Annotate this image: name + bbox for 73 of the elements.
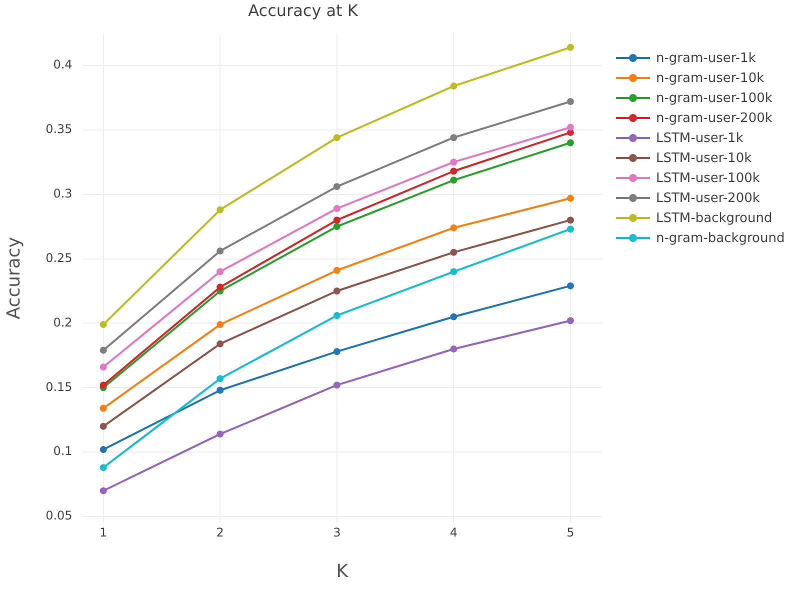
point	[333, 204, 340, 212]
point	[450, 82, 458, 90]
point	[100, 404, 107, 412]
point	[216, 375, 224, 382]
point	[333, 382, 340, 389]
point	[100, 321, 107, 328]
point	[216, 284, 224, 291]
point	[450, 345, 458, 352]
point	[450, 224, 458, 232]
point	[216, 340, 224, 348]
legend-label: LSTM-user-10k	[656, 150, 752, 166]
point	[333, 348, 340, 356]
point	[100, 364, 107, 371]
point	[333, 183, 340, 190]
point	[100, 382, 107, 389]
point	[566, 226, 574, 233]
y-tick-label: 0.15	[46, 380, 72, 394]
legend-label: n-gram-user-1k	[656, 50, 756, 66]
legend-label: LSTM-user-200k	[656, 190, 760, 206]
y-tick-label: 0.35	[46, 122, 72, 136]
x-tick-label: 5	[566, 525, 574, 540]
y-tick-label: 0.1	[53, 444, 72, 458]
y-tick-label: 0.3	[53, 186, 72, 200]
point	[450, 313, 458, 320]
x-tick-label: 1	[100, 525, 108, 540]
x-axis-title: K	[336, 560, 350, 582]
point	[450, 168, 458, 175]
legend-label: n-gram-user-100k	[656, 90, 772, 106]
point	[100, 487, 107, 494]
point	[333, 312, 340, 319]
point	[216, 248, 224, 255]
point	[333, 287, 340, 294]
point	[450, 268, 458, 276]
x-tick-label: 4	[450, 525, 458, 540]
point	[100, 422, 107, 430]
y-tick-label: 0.4	[53, 58, 72, 72]
x-tick-label: 2	[216, 525, 224, 540]
point	[333, 216, 340, 224]
point	[450, 248, 458, 256]
legend-label: LSTM-background	[656, 210, 772, 226]
point	[566, 44, 574, 51]
point	[333, 223, 340, 230]
legend-label: n-gram-user-200k	[656, 110, 772, 126]
point	[450, 134, 458, 142]
point	[566, 216, 574, 224]
legend-label: LSTM-user-1k	[656, 130, 744, 146]
chart-title: Accuracy at K	[248, 0, 358, 20]
point	[566, 139, 574, 146]
point	[450, 158, 458, 166]
y-tick-label: 0.05	[46, 508, 72, 523]
point	[566, 317, 574, 324]
legend-label: LSTM-user-100k	[656, 170, 760, 186]
point	[566, 194, 574, 202]
y-tick-label: 0.2	[53, 315, 72, 330]
point	[333, 134, 340, 142]
point	[333, 266, 340, 274]
y-axis-title: Accuracy	[3, 236, 24, 320]
x-tick-label: 3	[333, 525, 341, 540]
point	[566, 282, 574, 290]
point	[450, 176, 458, 184]
y-tick-label: 0.25	[46, 250, 72, 265]
point	[100, 346, 107, 354]
point	[216, 268, 224, 276]
point	[216, 321, 224, 328]
point	[566, 98, 574, 106]
point	[216, 206, 224, 214]
point	[216, 386, 224, 394]
legend-label: n-gram-user-10k	[656, 70, 764, 86]
legend-label: n-gram-background	[656, 230, 785, 246]
point	[216, 430, 224, 438]
point	[566, 124, 574, 131]
point	[100, 446, 107, 454]
point	[100, 464, 107, 472]
